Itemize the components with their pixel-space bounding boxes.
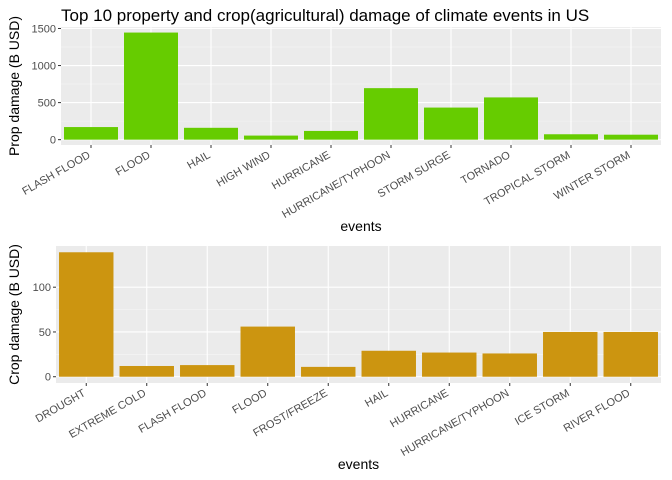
panel1-bar: [304, 130, 358, 140]
panel1-x-tick-label: HAIL: [185, 149, 212, 172]
panel1-y-tick-label: 500: [38, 98, 56, 110]
panel1-y-tick-label: 0: [50, 135, 56, 147]
panel2-bar: [119, 365, 174, 377]
panel1-y-axis-title: Prop damage (B USD): [6, 16, 22, 156]
panel2-x-tick-label: FLOOD: [230, 387, 269, 416]
panel2-x-axis-title: events: [338, 456, 379, 472]
panel1-x-tick-label: HURRICANE/TYPHOON: [280, 149, 392, 221]
panel1-bar: [244, 135, 298, 140]
panel1-bar: [184, 127, 238, 140]
panel2-bar: [422, 352, 477, 377]
panel2-bar: [603, 331, 658, 377]
panel1-y-tick-label: 1500: [32, 23, 56, 35]
panel2-bar: [301, 366, 356, 377]
panel2-x-tick-label: DROUGHT: [34, 387, 88, 425]
panel1-bar: [124, 32, 178, 140]
panel2-y-axis-title: Crop damage (B USD): [6, 244, 22, 385]
panel2-bar: [361, 350, 416, 377]
panel2-bar: [59, 252, 114, 377]
panel1-x-tick-label: FLASH FLOOD: [20, 149, 92, 198]
panel1-bar: [424, 107, 478, 140]
panel2-x-tick-label: RIVER FLOOD: [562, 387, 633, 435]
panel2-x-tick-label: HURRICANE/TYPHOON: [399, 387, 511, 459]
panel2-bar: [482, 353, 537, 377]
panel1-bar: [544, 134, 598, 140]
panel1-bar: [364, 88, 418, 140]
panel2-bar: [240, 326, 295, 377]
panel2-y-tick-label: 50: [39, 327, 51, 339]
panel2-x-tick-label: HAIL: [363, 387, 390, 410]
panel1-x-tick-label: TORNADO: [459, 149, 513, 187]
panel2-y-tick-label: 0: [45, 372, 51, 384]
panel1-y-tick-label: 1000: [32, 61, 56, 73]
chart-title: Top 10 property and crop(agricultural) d…: [61, 6, 590, 25]
panel1-x-axis-title: events: [340, 218, 381, 234]
panel1-bar: [604, 134, 658, 140]
panel1-bar: [64, 127, 118, 140]
panel1-bar: [484, 97, 538, 140]
panel2-x-tick-label: ICE STORM: [513, 387, 572, 428]
panel2-x-tick-label: FLASH FLOOD: [137, 387, 209, 436]
panel2-bar: [543, 331, 598, 377]
panel2-bar: [180, 365, 235, 377]
panel1-x-tick-label: HIGH WIND: [215, 149, 273, 189]
panel2-y-tick-label: 100: [33, 282, 51, 294]
panel1-x-tick-label: FLOOD: [114, 149, 153, 178]
